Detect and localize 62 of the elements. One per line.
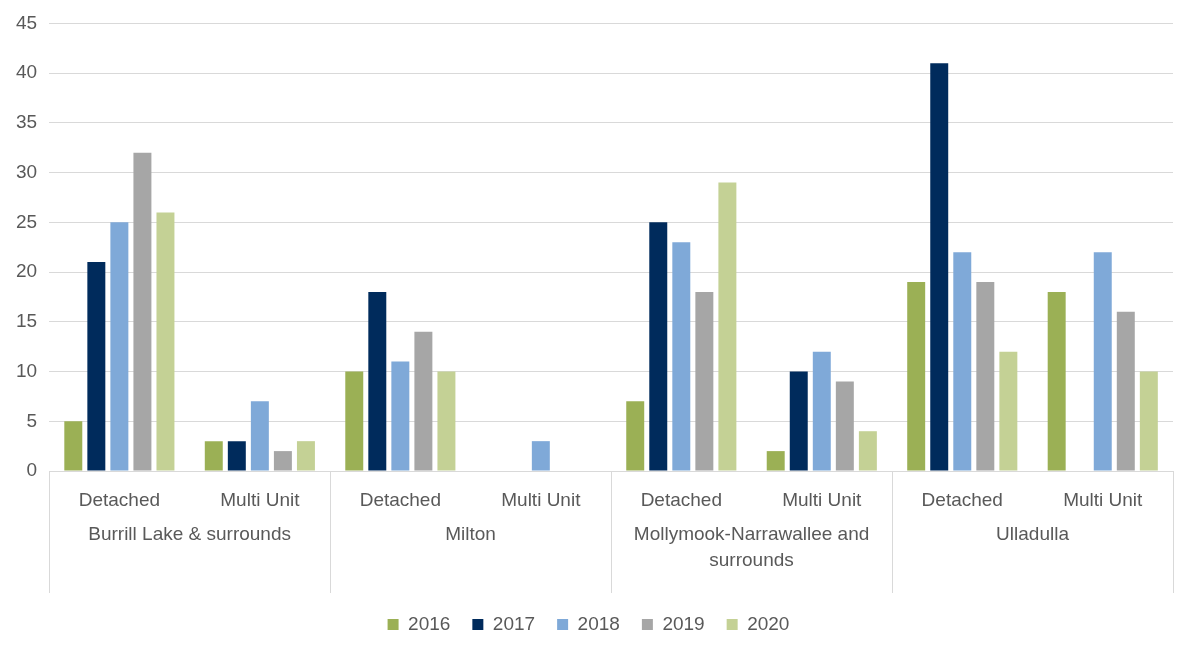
bar (273, 451, 292, 471)
y-tick-label: 20 (15, 260, 38, 282)
bar (812, 351, 831, 471)
bar (1139, 371, 1158, 471)
bar (156, 212, 175, 471)
legend-label: 2020 (747, 612, 790, 634)
bar (296, 441, 315, 471)
bar (626, 401, 645, 471)
bar (345, 371, 364, 471)
bar (87, 262, 106, 471)
x-tick-label: Detached (359, 488, 442, 510)
x-tick-label: Detached (921, 488, 1003, 510)
y-tick-label: 45 (15, 11, 38, 33)
legend-label: 2018 (577, 612, 620, 634)
y-tick-label: 10 (15, 359, 38, 381)
bar (718, 182, 737, 471)
bar (695, 291, 714, 471)
bar (250, 401, 269, 471)
bar (531, 441, 550, 471)
bar (204, 441, 223, 471)
y-tick-label: 25 (15, 210, 38, 232)
x-tick-label: Detached (78, 488, 161, 510)
bar (414, 331, 433, 471)
y-tick-label: 35 (15, 111, 38, 133)
x-tick-label: Multi Unit (782, 488, 863, 510)
bar (64, 421, 83, 471)
bar (227, 441, 246, 471)
bar (110, 222, 129, 471)
text: Burrill Lake & surrounds (88, 523, 291, 545)
bar (858, 431, 877, 471)
y-tick-label: 0 (26, 459, 38, 481)
bar (907, 282, 926, 471)
legend-label: 2017 (492, 612, 536, 634)
bar (953, 252, 972, 471)
x-tick-label: Detached (640, 488, 722, 510)
y-tick-label: 30 (15, 160, 38, 182)
bar (672, 242, 691, 471)
bar (835, 381, 854, 471)
x-tick-label: Multi Unit (501, 488, 582, 510)
legend-label: 2016 (408, 612, 451, 634)
bar (1116, 311, 1135, 471)
bar (999, 351, 1018, 471)
y-tick-label: 5 (26, 409, 38, 431)
y-tick-label: 15 (15, 310, 38, 332)
y-tick-label: 40 (15, 61, 38, 83)
bar (766, 451, 785, 471)
bar (1093, 252, 1112, 471)
bar (649, 222, 668, 471)
text: Milton (445, 523, 496, 545)
bar (391, 361, 410, 471)
text: Mollymook-Narrawallee and surrounds (633, 523, 870, 571)
bar (976, 282, 995, 471)
bar (930, 63, 949, 471)
text: Ulladulla (996, 523, 1070, 545)
bar (133, 152, 152, 471)
bar (1047, 291, 1066, 471)
bar (437, 371, 456, 471)
x-tick-label: Multi Unit (220, 488, 301, 510)
legend-label: 2019 (662, 612, 705, 634)
x-tick-label: Multi Unit (1063, 488, 1144, 510)
bar (368, 291, 387, 471)
bar (789, 371, 808, 471)
